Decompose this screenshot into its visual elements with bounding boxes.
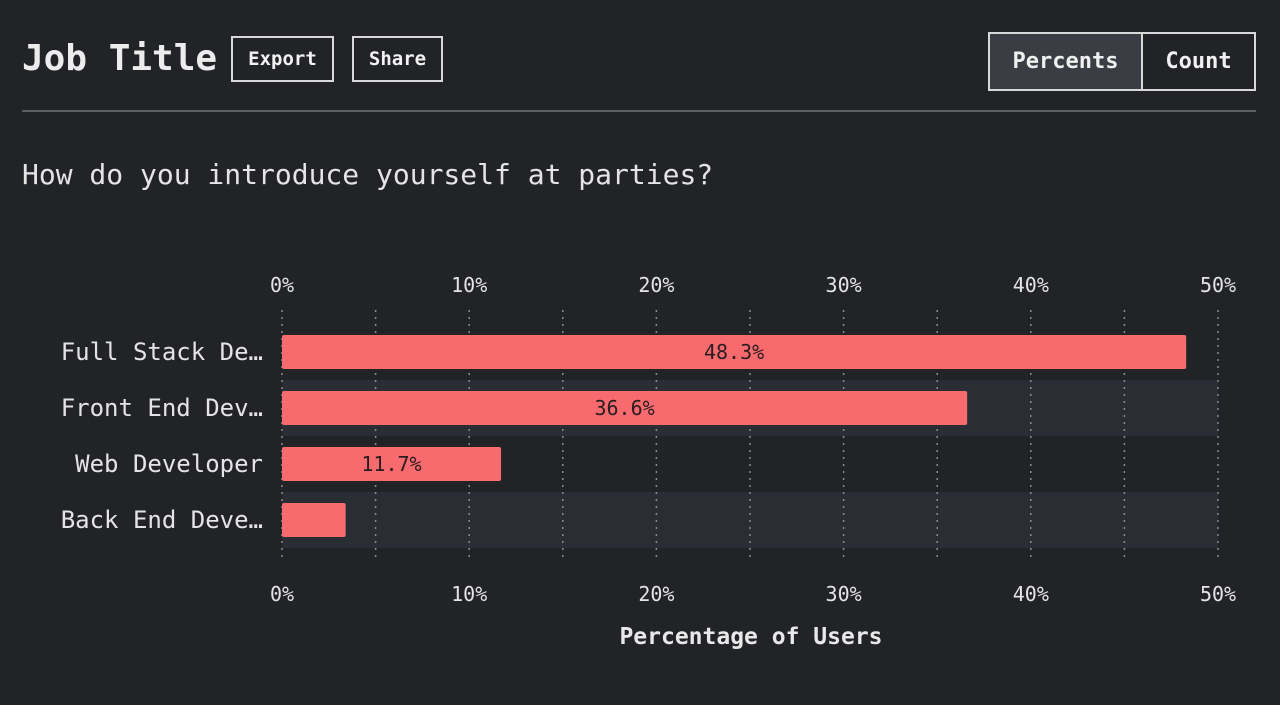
bar [282,391,968,425]
x-tick-label-bottom: 0% [270,582,294,606]
bar-data-label: 11.7% [361,452,421,476]
x-tick-label-bottom: 20% [638,582,674,606]
count-toggle-option[interactable]: Count [1165,49,1232,74]
x-tick-label-bottom: 40% [1013,582,1049,606]
x-tick-label-top: 0% [270,273,294,297]
x-tick-label-bottom: 50% [1200,582,1236,606]
bar-data-label: 36.6% [594,396,654,420]
x-axis-title: Percentage of Users [619,624,882,650]
x-tick-label-top: 10% [451,273,487,297]
bar-data-label: 48.3% [704,340,764,364]
category-label: Back End Deve… [61,506,263,534]
page-title: Job Title [22,38,218,79]
bar [282,503,346,537]
percents-toggle-option[interactable]: Percents [990,34,1143,89]
x-tick-label-bottom: 10% [451,582,487,606]
bar [282,447,502,481]
x-tick-label-top: 50% [1200,273,1236,297]
x-tick-label-top: 40% [1013,273,1049,297]
category-label: Web Developer [75,450,263,478]
share-button[interactable]: Share [352,36,443,82]
chart-header: Job Title Export Share Percents Count [22,30,1256,112]
display-mode-toggle: Percents Count [988,32,1256,91]
export-button[interactable]: Export [231,36,334,82]
bar [282,335,1187,369]
survey-question: How do you introduce yourself at parties… [22,158,714,191]
x-tick-label-top: 20% [638,273,674,297]
x-tick-label-bottom: 30% [826,582,862,606]
category-label: Front End Dev… [61,394,263,422]
category-label: Full Stack De… [61,338,263,366]
x-tick-label-top: 30% [826,273,862,297]
